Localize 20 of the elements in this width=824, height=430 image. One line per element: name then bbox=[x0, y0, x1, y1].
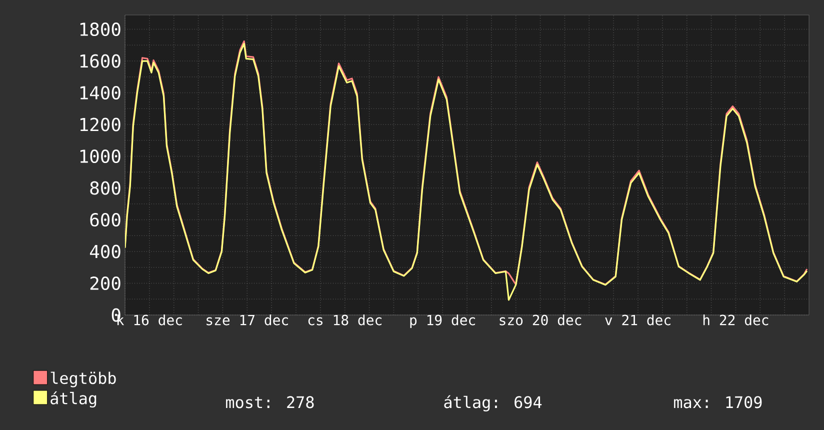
text: átlag: 694 bbox=[444, 395, 542, 412]
y-tick-label: 1000 bbox=[80, 149, 120, 164]
x-tick-label: v 21 dec bbox=[605, 314, 670, 326]
y-tick-label: 1200 bbox=[80, 118, 120, 132]
x-tick-label: p 19 dec bbox=[410, 314, 475, 328]
text: most: 278 bbox=[226, 396, 314, 408]
x-tick-label: cs 18 dec bbox=[308, 314, 382, 326]
x-tick-label: szo 20 dec bbox=[500, 314, 582, 326]
y-tick-label: 800 bbox=[90, 181, 120, 195]
legend-label: átlag bbox=[50, 391, 96, 408]
legend-label: legtöbb bbox=[50, 372, 116, 388]
y-tick-label: 200 bbox=[90, 276, 120, 290]
x-tick-label: h 22 dec bbox=[703, 314, 768, 326]
x-tick-label: sze 17 dec bbox=[206, 314, 288, 326]
y-tick-label: 600 bbox=[90, 212, 120, 227]
text: max: 1709 bbox=[674, 396, 762, 408]
y-tick-label: 400 bbox=[90, 244, 120, 258]
y-tick-label: 1800 bbox=[80, 22, 120, 36]
y-tick-label: 1400 bbox=[80, 86, 120, 100]
y-tick-label: 1600 bbox=[80, 54, 120, 68]
